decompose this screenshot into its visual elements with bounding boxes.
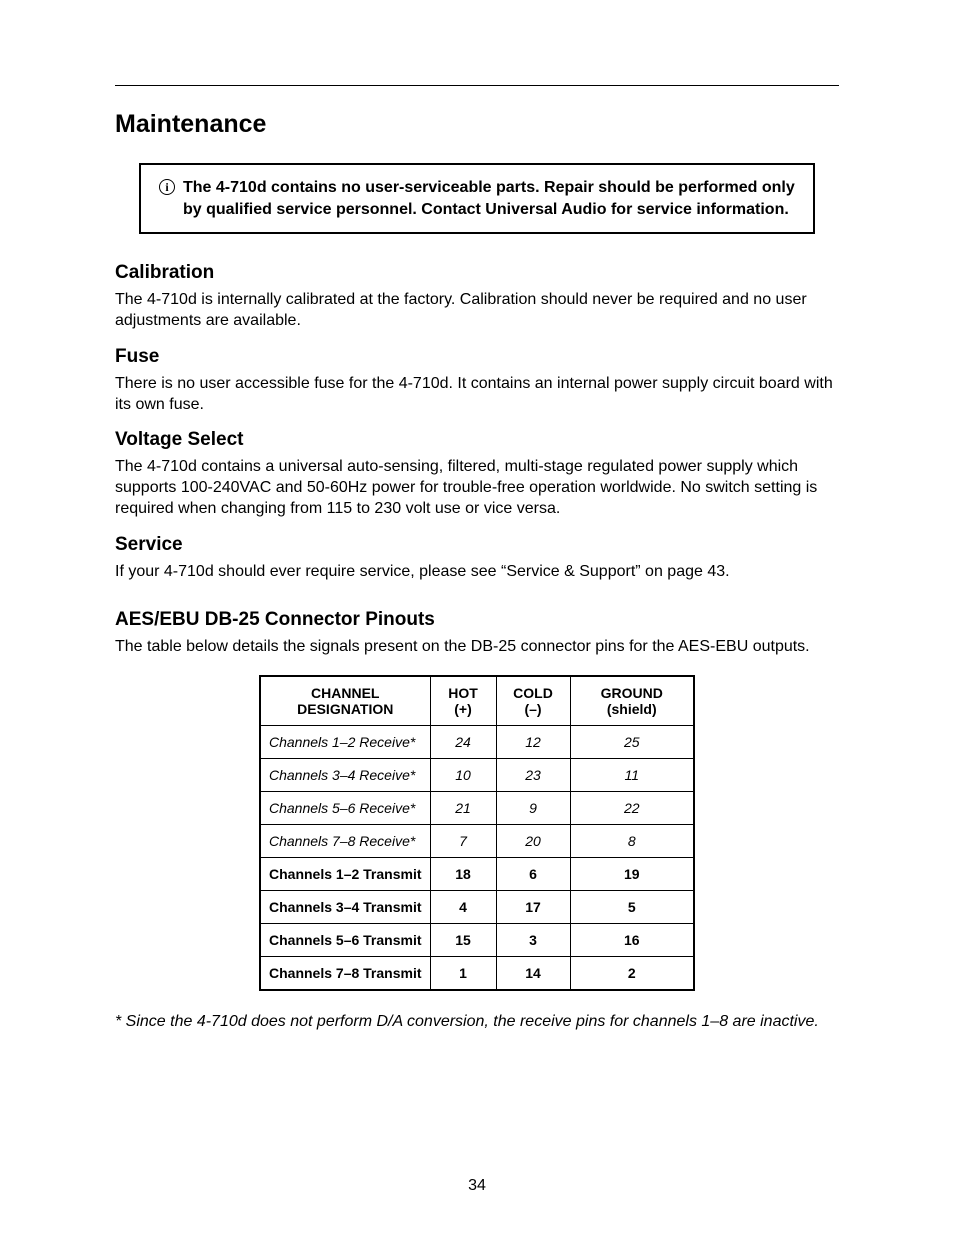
heading-calibration: Calibration [115, 262, 839, 284]
cell-designation: Channels 7–8 Transmit [260, 957, 430, 991]
notice-box: i The 4-710d contains no user-serviceabl… [139, 163, 815, 234]
cell-designation: Channels 3–4 Receive* [260, 759, 430, 792]
cell-value: 16 [570, 924, 694, 957]
cell-designation: Channels 7–8 Receive* [260, 825, 430, 858]
table-row: Channels 3–4 Receive*102311 [260, 759, 694, 792]
cell-value: 8 [570, 825, 694, 858]
cell-designation: Channels 5–6 Receive* [260, 792, 430, 825]
page: Maintenance i The 4-710d contains no use… [0, 0, 954, 1235]
cell-designation: Channels 3–4 Transmit [260, 891, 430, 924]
cell-designation: Channels 5–6 Transmit [260, 924, 430, 957]
body-fuse: There is no user accessible fuse for the… [115, 374, 839, 416]
page-title: Maintenance [115, 110, 839, 139]
cell-designation: Channels 1–2 Receive* [260, 726, 430, 759]
cell-value: 5 [570, 891, 694, 924]
cell-value: 9 [496, 792, 570, 825]
heading-voltage: Voltage Select [115, 429, 839, 451]
table-row: Channels 5–6 Receive*21922 [260, 792, 694, 825]
pinout-table: CHANNEL DESIGNATION HOT (+) COLD (–) GRO… [259, 675, 695, 991]
cell-value: 4 [430, 891, 496, 924]
heading-service: Service [115, 534, 839, 556]
cell-value: 1 [430, 957, 496, 991]
section-fuse: Fuse There is no user accessible fuse fo… [115, 346, 839, 416]
pinout-footnote: * Since the 4-710d does not perform D/A … [115, 1013, 839, 1031]
col-header-ground: GROUND (shield) [570, 676, 694, 726]
pinout-header-row: CHANNEL DESIGNATION HOT (+) COLD (–) GRO… [260, 676, 694, 726]
notice-text: The 4-710d contains no user-serviceable … [183, 177, 795, 220]
table-row: Channels 1–2 Receive*241225 [260, 726, 694, 759]
body-voltage: The 4-710d contains a universal auto-sen… [115, 457, 839, 519]
top-rule [115, 85, 839, 86]
section-service: Service If your 4-710d should ever requi… [115, 534, 839, 583]
cell-value: 19 [570, 858, 694, 891]
table-row: Channels 1–2 Transmit18619 [260, 858, 694, 891]
cell-value: 10 [430, 759, 496, 792]
col-header-designation: CHANNEL DESIGNATION [260, 676, 430, 726]
col-header-cold: COLD (–) [496, 676, 570, 726]
cell-value: 12 [496, 726, 570, 759]
cell-value: 23 [496, 759, 570, 792]
heading-pinouts: AES/EBU DB-25 Connector Pinouts [115, 609, 839, 631]
table-row: Channels 7–8 Receive*7208 [260, 825, 694, 858]
pinout-table-body: Channels 1–2 Receive*241225Channels 3–4 … [260, 726, 694, 991]
cell-value: 22 [570, 792, 694, 825]
page-number: 34 [0, 1177, 954, 1195]
table-row: Channels 5–6 Transmit15316 [260, 924, 694, 957]
table-row: Channels 3–4 Transmit4175 [260, 891, 694, 924]
cell-value: 14 [496, 957, 570, 991]
cell-value: 6 [496, 858, 570, 891]
section-calibration: Calibration The 4-710d is internally cal… [115, 262, 839, 332]
cell-value: 21 [430, 792, 496, 825]
cell-value: 7 [430, 825, 496, 858]
cell-value: 24 [430, 726, 496, 759]
section-pinouts: AES/EBU DB-25 Connector Pinouts The tabl… [115, 609, 839, 1032]
heading-fuse: Fuse [115, 346, 839, 368]
cell-value: 17 [496, 891, 570, 924]
cell-value: 18 [430, 858, 496, 891]
cell-value: 3 [496, 924, 570, 957]
table-row: Channels 7–8 Transmit1142 [260, 957, 694, 991]
intro-pinouts: The table below details the signals pres… [115, 637, 839, 658]
body-service: If your 4-710d should ever require servi… [115, 562, 839, 583]
section-voltage: Voltage Select The 4-710d contains a uni… [115, 429, 839, 519]
pinout-table-head: CHANNEL DESIGNATION HOT (+) COLD (–) GRO… [260, 676, 694, 726]
body-calibration: The 4-710d is internally calibrated at t… [115, 290, 839, 332]
cell-value: 20 [496, 825, 570, 858]
info-icon: i [159, 179, 175, 195]
cell-value: 2 [570, 957, 694, 991]
cell-designation: Channels 1–2 Transmit [260, 858, 430, 891]
cell-value: 15 [430, 924, 496, 957]
col-header-hot: HOT (+) [430, 676, 496, 726]
cell-value: 11 [570, 759, 694, 792]
cell-value: 25 [570, 726, 694, 759]
